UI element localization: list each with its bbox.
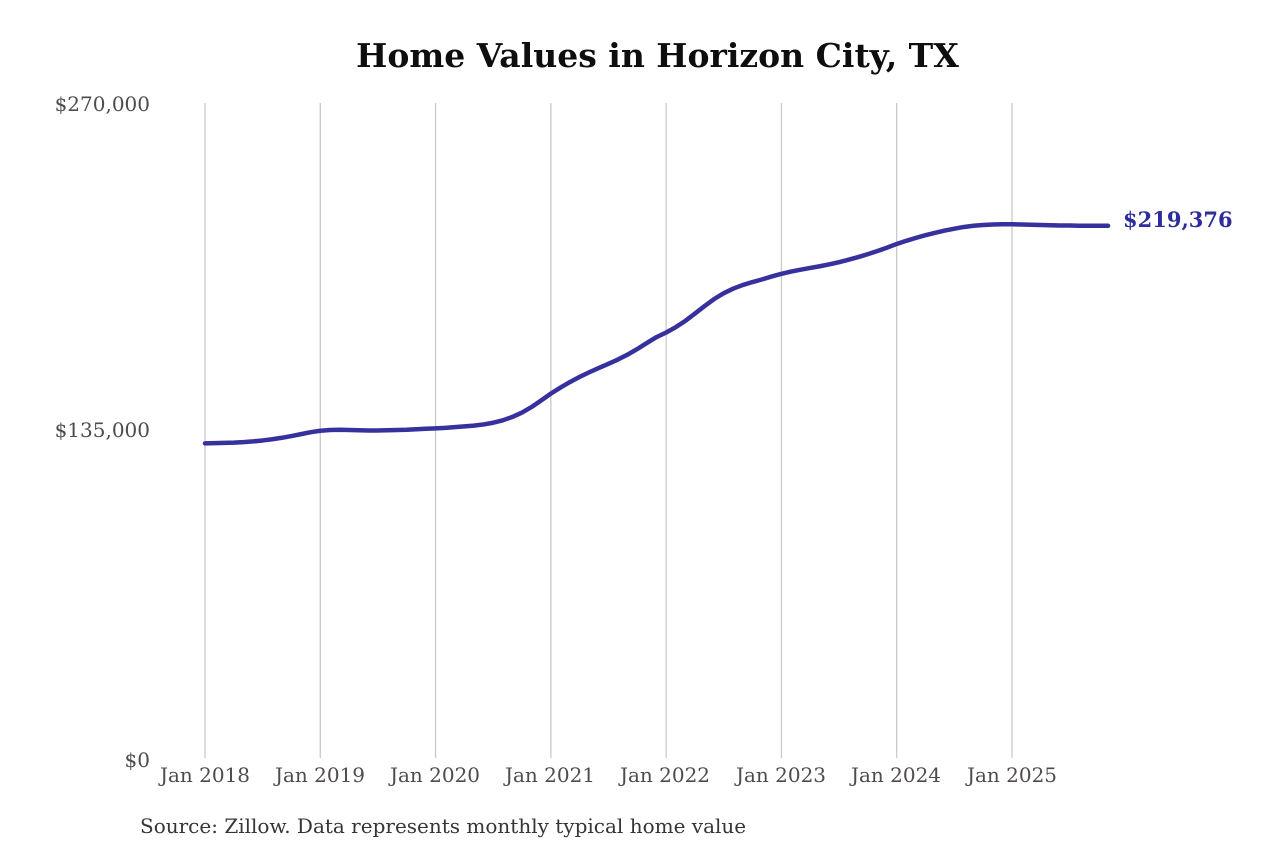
x-axis-tick-jan-2023: Jan 2023 (735, 763, 827, 787)
x-axis-tick-jan-2019: Jan 2019 (274, 763, 366, 787)
x-axis-tick-jan-2018: Jan 2018 (159, 763, 251, 787)
y-axis-tick-0: $0 (124, 748, 150, 772)
x-axis-tick-jan-2021: Jan 2021 (504, 763, 596, 787)
chart-title: Home Values in Horizon City, TX (356, 36, 959, 75)
source-note: Source: Zillow. Data represents monthly … (140, 814, 747, 838)
x-axis-tick-jan-2020: Jan 2020 (389, 763, 481, 787)
latest-value-label: $219,376 (1123, 207, 1233, 232)
y-axis-tick-270000: $270,000 (54, 92, 150, 116)
home-value-line (202, 222, 1111, 446)
x-axis-tick-jan-2025: Jan 2025 (966, 763, 1058, 787)
x-axis-tick-jan-2022: Jan 2022 (619, 763, 711, 787)
x-axis-tick-jan-2024: Jan 2024 (850, 763, 942, 787)
y-axis-tick-135000: $135,000 (54, 418, 150, 442)
